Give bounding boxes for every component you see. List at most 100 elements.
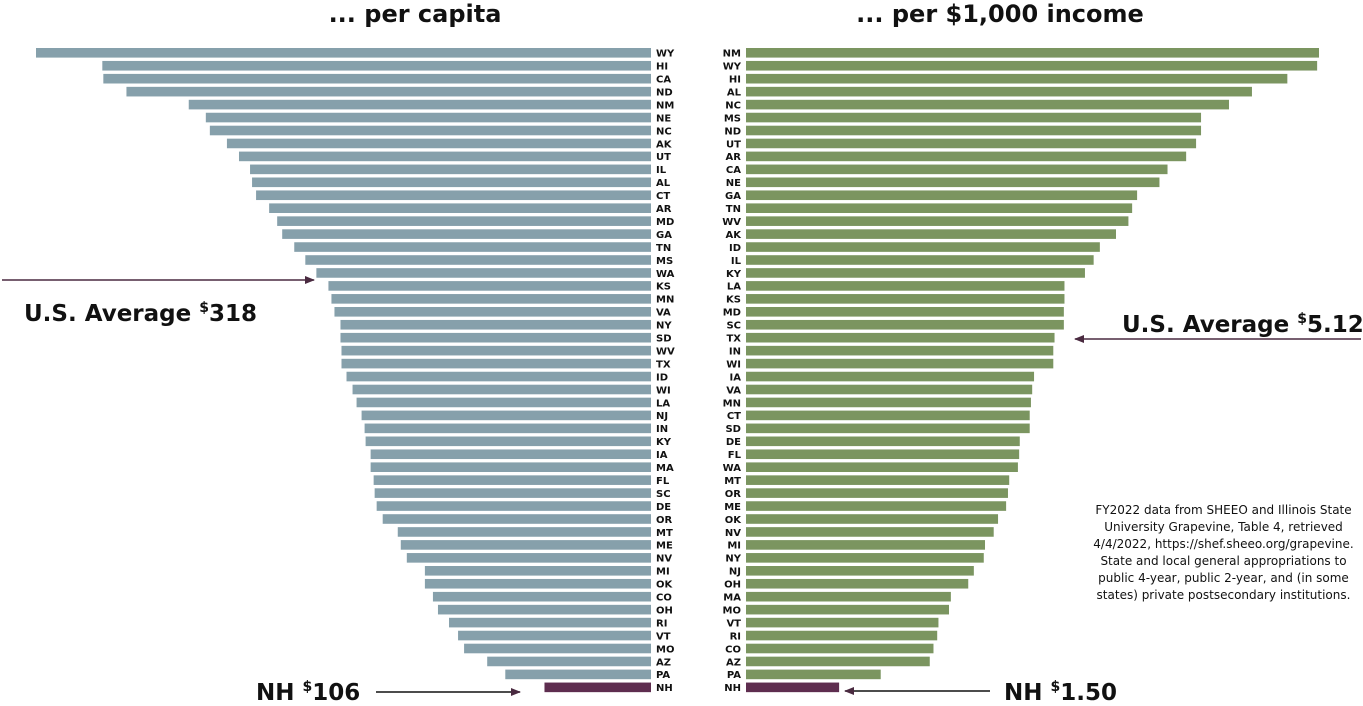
bar-left-nv [406, 553, 651, 563]
tick-label-right-de: DE [726, 437, 741, 448]
right-nh-currency: $ [1051, 679, 1061, 695]
tick-label-left-mt: MT [656, 528, 673, 539]
tick-label-left-ga: GA [656, 230, 672, 241]
bar-left-ri [449, 617, 651, 628]
bar-right-tn [746, 203, 1133, 213]
bar-left-mn [331, 294, 651, 304]
bar-left-va [334, 307, 651, 317]
tick-label-left-il: IL [656, 165, 667, 176]
bar-right-vt [746, 617, 939, 628]
left-average-annotation: U.S. Average $318 [24, 300, 257, 327]
bar-right-or [746, 488, 1008, 498]
tick-label-left-wy: WY [656, 49, 675, 60]
tick-label-right-ma: MA [723, 593, 741, 604]
right-nh-label: NH [1004, 680, 1043, 706]
bar-right-nh [746, 682, 840, 693]
tick-label-right-ne: NE [726, 178, 741, 189]
right-nh-value: 1.50 [1060, 680, 1117, 706]
bar-right-ct [746, 410, 1030, 421]
right-chart-title: ... per $1,000 income [856, 0, 1144, 28]
tick-label-left-nv: NV [656, 554, 672, 565]
bar-right-wi [746, 358, 1054, 369]
bar-left-md [277, 216, 651, 226]
tick-label-left-ms: MS [656, 256, 673, 267]
bar-left-ca [103, 73, 651, 84]
bar-right-ut [746, 138, 1197, 149]
tick-label-left-nh: NH [656, 683, 673, 694]
tick-label-right-wy: WY [723, 62, 742, 73]
left-average-label: U.S. Average [24, 301, 191, 327]
bar-right-ma [746, 591, 951, 602]
bar-right-sc [746, 319, 1064, 330]
tick-label-left-ky: KY [656, 437, 672, 448]
bar-left-de [376, 501, 651, 511]
bar-right-nc [746, 99, 1229, 110]
tick-label-left-ct: CT [656, 191, 670, 202]
bar-right-tx [746, 332, 1055, 343]
tick-label-right-nc: NC [725, 100, 741, 111]
bar-left-co [432, 591, 651, 602]
bar-left-tx [341, 358, 651, 369]
bar-right-ar [746, 151, 1187, 162]
source-note: FY2022 data from SHEEO and Illinois Stat… [1084, 502, 1363, 604]
tick-label-left-me: ME [656, 541, 673, 552]
bar-right-co [746, 643, 934, 654]
bar-right-mo [746, 604, 950, 615]
tick-label-left-nd: ND [656, 87, 673, 98]
tick-label-left-az: AZ [656, 657, 671, 668]
bar-left-hi [102, 60, 651, 71]
tick-label-left-mn: MN [656, 295, 674, 306]
bar-right-nm [746, 48, 1319, 58]
tick-label-right-la: LA [727, 282, 741, 293]
source-line: 4/4/2022, https://shef.sheeo.org/grapevi… [1093, 537, 1354, 551]
tick-label-left-ok: OK [656, 580, 674, 591]
bar-right-ky [746, 268, 1085, 278]
tick-label-left-al: AL [656, 178, 671, 189]
bar-right-ny [746, 553, 984, 563]
tick-label-left-wv: WV [656, 346, 675, 357]
tick-label-left-wi: WI [656, 385, 671, 396]
tick-label-right-wi: WI [726, 359, 741, 370]
bar-right-nd [746, 125, 1202, 136]
right-average-label: U.S. Average [1122, 312, 1289, 338]
tick-label-right-md: MD [723, 308, 741, 319]
bar-left-wy [36, 48, 651, 58]
tick-label-left-mo: MO [656, 644, 674, 655]
bar-left-mt [397, 527, 651, 537]
tick-label-left-sd: SD [656, 334, 672, 345]
tick-label-right-ct: CT [727, 411, 741, 422]
bar-right-ca [746, 164, 1168, 175]
bar-right-ga [746, 190, 1138, 201]
bar-right-la [746, 281, 1065, 291]
tick-label-left-in: IN [656, 424, 668, 435]
right-bars [746, 48, 1319, 693]
tick-label-right-wv: WV [722, 217, 741, 228]
right-average-annotation: U.S. Average $5.12 [1122, 311, 1363, 338]
tick-label-left-id: ID [656, 372, 668, 383]
tick-label-left-mi: MI [656, 567, 670, 578]
bar-left-fl [373, 475, 651, 485]
source-line: states) private postsecondary institutio… [1096, 588, 1351, 602]
tick-label-right-or: OR [725, 489, 742, 500]
bar-left-ut [238, 151, 652, 162]
tick-label-right-fl: FL [728, 450, 742, 461]
left-nh-value: 106 [312, 680, 360, 706]
bar-left-mo [464, 643, 651, 654]
bar-left-ia [370, 449, 651, 460]
left-nh-annotation: NH $106 [256, 679, 360, 706]
bar-right-oh [746, 578, 969, 589]
tick-label-right-nh: NH [724, 683, 741, 694]
bar-right-in [746, 345, 1054, 356]
bar-left-az [487, 656, 651, 667]
tick-label-left-oh: OH [656, 605, 673, 616]
tick-label-right-me: ME [724, 502, 741, 513]
bar-right-va [746, 384, 1033, 395]
source-line: State and local general appropriations t… [1100, 554, 1347, 568]
tick-label-right-al: AL [727, 87, 742, 98]
bar-left-mi [424, 566, 651, 576]
tick-label-right-az: AZ [726, 657, 741, 668]
bar-right-pa [746, 669, 881, 680]
tick-label-left-de: DE [656, 502, 671, 513]
bar-left-oh [437, 604, 651, 615]
